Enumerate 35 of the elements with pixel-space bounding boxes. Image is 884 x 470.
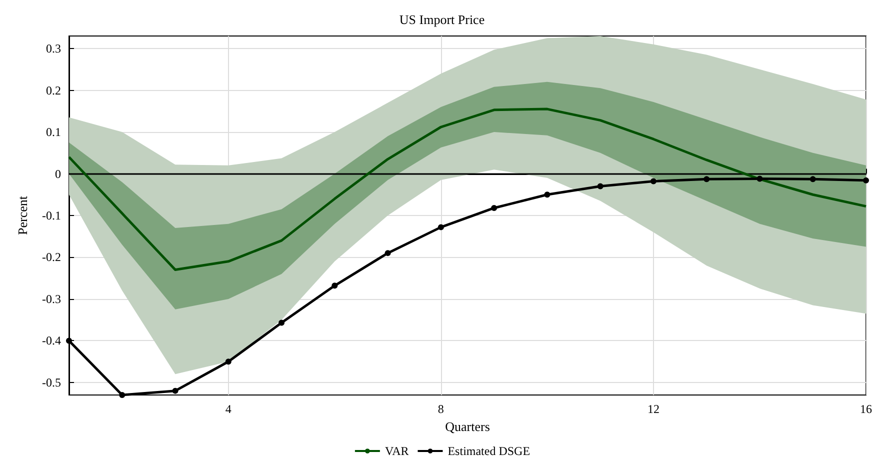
y-tick-label: -0.2 (42, 250, 61, 264)
point (756, 176, 763, 182)
y-tick-label: 0 (55, 166, 61, 181)
point (119, 392, 126, 398)
point (384, 250, 391, 256)
point (810, 176, 816, 182)
legend-label: Estimated DSGE (448, 444, 530, 458)
x-axis-title: Quarters (445, 418, 490, 434)
point (650, 178, 656, 184)
point (172, 388, 178, 394)
y-axis-title: Percent (15, 196, 30, 235)
point (278, 320, 285, 326)
line-series (68, 108, 868, 272)
y-tick-label: -0.1 (42, 208, 61, 222)
point (544, 192, 550, 198)
point (704, 176, 710, 182)
y-tick-label: -0.5 (42, 375, 61, 390)
point (225, 358, 232, 365)
x-tick-label: 12 (647, 402, 660, 416)
y-tick-label: -0.3 (42, 292, 61, 306)
point (438, 224, 444, 230)
point (597, 183, 604, 190)
x-tick-label: 8 (438, 402, 444, 416)
y-tick-label: 0.3 (46, 42, 61, 56)
point (332, 282, 338, 289)
point (66, 338, 72, 344)
y-tick-label: 0.2 (46, 83, 61, 98)
x-tick-label: 16 (860, 402, 872, 416)
point (491, 204, 498, 211)
x-tick-label: 4 (225, 402, 232, 416)
y-tick-label: 0.1 (46, 125, 61, 140)
legend-label: VAR (384, 444, 409, 458)
point (863, 177, 869, 184)
chart-title: US Import Price (399, 12, 485, 27)
y-tick-label: -0.4 (42, 334, 61, 348)
